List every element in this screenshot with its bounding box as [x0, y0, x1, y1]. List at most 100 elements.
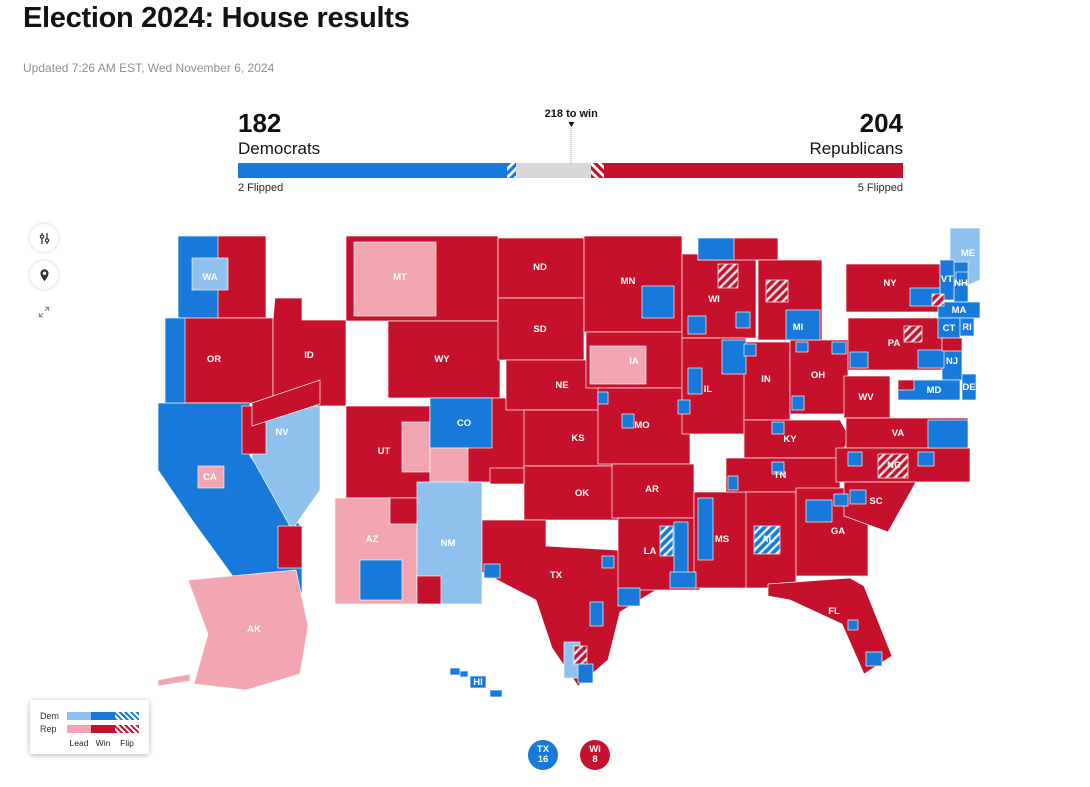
map-settings-button[interactable] [30, 224, 58, 252]
district-region-va-east[interactable] [927, 419, 969, 449]
district-region-vt[interactable] [939, 259, 955, 301]
district-region-ar[interactable] [611, 463, 695, 519]
district-region-mt-west[interactable] [353, 241, 437, 317]
district-region-oh-cincinnati[interactable] [791, 395, 805, 411]
badge-district-number: 16 [537, 754, 549, 765]
district-region-tx-dallas[interactable] [601, 555, 615, 569]
district-region-nc-east[interactable] [917, 451, 935, 467]
updated-timestamp: Updated 7:26 AM EST, Wed November 6, 202… [23, 61, 275, 75]
district-badge-WI-8[interactable]: WI 8 [580, 740, 610, 770]
dem-bar-segment [238, 163, 517, 178]
district-region-ak[interactable] [187, 569, 309, 691]
district-region-nc-flip[interactable] [877, 453, 909, 479]
legend-col-win: Win [95, 737, 111, 748]
district-region-wy[interactable] [387, 320, 501, 399]
district-region-ks-kc[interactable] [621, 413, 635, 429]
district-region-sd[interactable] [497, 297, 585, 361]
district-region-tn-nashville[interactable] [771, 461, 785, 475]
badge-state-label: WI [589, 744, 601, 756]
district-region-oh-toledo[interactable] [795, 341, 809, 353]
district-region-ga-atlanta[interactable] [805, 499, 833, 523]
district-region-fl-orlando[interactable] [847, 619, 859, 631]
district-region-la-neworleans[interactable] [669, 571, 697, 589]
district-region-tx-flip[interactable] [573, 645, 588, 665]
district-region-il-chicago[interactable] [721, 339, 747, 375]
district-region-az-s[interactable] [359, 559, 403, 601]
rep-bar-segment [591, 163, 903, 178]
district-region-ky[interactable] [743, 419, 851, 459]
district-region-wi-flip[interactable] [717, 263, 739, 289]
district-region-ga-ne[interactable] [833, 493, 849, 507]
district-region-nm-s[interactable] [416, 575, 442, 605]
state-label-WA: WA [202, 272, 217, 283]
district-region-nc-west[interactable] [847, 451, 863, 467]
district-region-wv[interactable] [843, 375, 891, 419]
district-region-me-south[interactable] [955, 271, 969, 285]
district-region-ca-se[interactable] [277, 525, 303, 569]
district-region-fl[interactable] [767, 577, 893, 675]
state-label-AL: AL [762, 534, 775, 545]
map-container[interactable]: WA OR CA NV ID MT WY UT CO AZ NM ND SD NE KS OK TX MN IA MO… [150, 228, 990, 706]
district-region-nj-nw[interactable] [941, 337, 963, 352]
district-region-mn-cities[interactable] [641, 285, 675, 319]
state-label-CT: CT [943, 323, 956, 334]
state-label-LA: LA [644, 546, 657, 557]
district-region-tn-memphis[interactable] [727, 475, 739, 491]
district-region-ia-central[interactable] [589, 345, 647, 385]
district-region-nm[interactable] [416, 481, 483, 605]
locate-button[interactable] [30, 261, 58, 289]
district-region-id[interactable] [272, 297, 347, 407]
district-region-wi-milwaukee[interactable] [735, 311, 751, 329]
district-region-pa-sw[interactable] [849, 351, 869, 369]
district-region-ok-panhandle[interactable] [489, 467, 525, 485]
district-region-md-west[interactable] [897, 379, 915, 391]
district-region-pa-flip[interactable] [903, 325, 923, 343]
district-region-ca-central[interactable] [197, 465, 225, 489]
state-label-OH: OH [811, 370, 825, 381]
district-region-nv-north[interactable] [251, 379, 321, 427]
district-region-mi-flip[interactable] [765, 279, 789, 303]
district-region-ak-aleutians[interactable] [157, 673, 191, 687]
district-region-tx-south[interactable] [577, 663, 594, 684]
district-region-la-river[interactable] [673, 521, 689, 575]
district-region-mi-up-west[interactable] [697, 237, 735, 261]
district-region-ut-east[interactable] [401, 421, 431, 473]
collapse-button[interactable] [30, 298, 58, 326]
district-region-pa-se[interactable] [917, 349, 945, 369]
district-region-ky-louisville[interactable] [771, 421, 785, 435]
district-region-mo-stl[interactable] [677, 399, 691, 415]
district-region-la-flip[interactable] [659, 525, 674, 557]
district-region-mi-detroit[interactable] [785, 309, 821, 341]
district-badge-TX-16[interactable]: TX 16 [528, 740, 558, 770]
district-region-al-flip[interactable] [753, 525, 781, 555]
district-region-wa-nw[interactable] [191, 257, 229, 291]
district-region-ri[interactable] [959, 317, 975, 337]
district-region-co-w[interactable] [429, 447, 469, 483]
district-region-tx-austin[interactable] [589, 601, 604, 627]
district-region-il-west[interactable] [687, 367, 703, 395]
district-region-tx-houston[interactable] [617, 587, 641, 607]
diagonal-arrows-icon [38, 306, 50, 318]
state-label-MS: MS [715, 534, 729, 545]
district-region-or-coast[interactable] [164, 317, 186, 404]
legend-dem-lead-swatch [67, 711, 91, 720]
district-region-nd[interactable] [497, 237, 585, 299]
us-house-map[interactable]: WA OR CA NV ID MT WY UT CO AZ NM ND SD NE KS OK TX MN IA MO… [150, 228, 990, 706]
state-label-MT: MT [393, 272, 407, 283]
district-region-in-nw[interactable] [743, 343, 757, 357]
district-region-hi-1[interactable] [449, 667, 461, 676]
district-region-hi-4[interactable] [489, 689, 503, 698]
district-region-mo-kc[interactable] [597, 391, 609, 405]
district-region-ny-flip[interactable] [931, 293, 945, 307]
district-region-hi-2[interactable] [459, 670, 469, 678]
district-region-az-ne[interactable] [389, 497, 418, 525]
district-region-hi-3[interactable] [469, 675, 487, 689]
district-region-wi-madison[interactable] [687, 315, 707, 335]
district-region-sc-6[interactable] [849, 489, 867, 505]
district-region-tx-elpaso[interactable] [483, 563, 501, 579]
district-region-de[interactable] [961, 373, 977, 401]
district-region-mo[interactable] [597, 387, 691, 465]
district-region-ms-river[interactable] [697, 497, 714, 561]
district-region-fl-miami[interactable] [865, 651, 883, 667]
district-region-oh-cleveland[interactable] [831, 341, 847, 355]
